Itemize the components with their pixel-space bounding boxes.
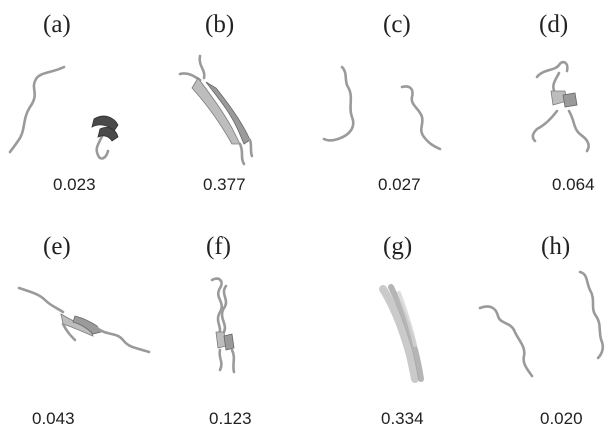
value-label-c: 0.027 [378, 175, 421, 194]
structure-d [531, 60, 590, 153]
value-label-d: 0.064 [552, 175, 595, 194]
structure-e [17, 286, 151, 354]
panel-label-c: (c) [383, 11, 411, 38]
structure-h [478, 270, 605, 378]
panel-label-h: (h) [541, 233, 571, 260]
panel-label-d: (d) [539, 11, 569, 38]
structure-g [379, 284, 424, 383]
panel-label-a: (a) [43, 11, 71, 38]
panel-label-f: (f) [206, 233, 231, 260]
structure-f [210, 277, 236, 374]
structure-a [8, 65, 119, 160]
value-label-e: 0.043 [32, 409, 75, 428]
panel-label-e: (e) [43, 233, 71, 260]
structure-c [322, 65, 442, 151]
panel-label-g: (g) [383, 233, 413, 260]
panel-label-b: (b) [205, 11, 235, 38]
value-label-b: 0.377 [203, 175, 246, 194]
value-label-f: 0.123 [209, 409, 252, 428]
value-label-h: 0.020 [540, 409, 583, 428]
structure-b [178, 54, 254, 166]
value-label-a: 0.023 [53, 175, 96, 194]
value-label-g: 0.334 [381, 409, 424, 428]
